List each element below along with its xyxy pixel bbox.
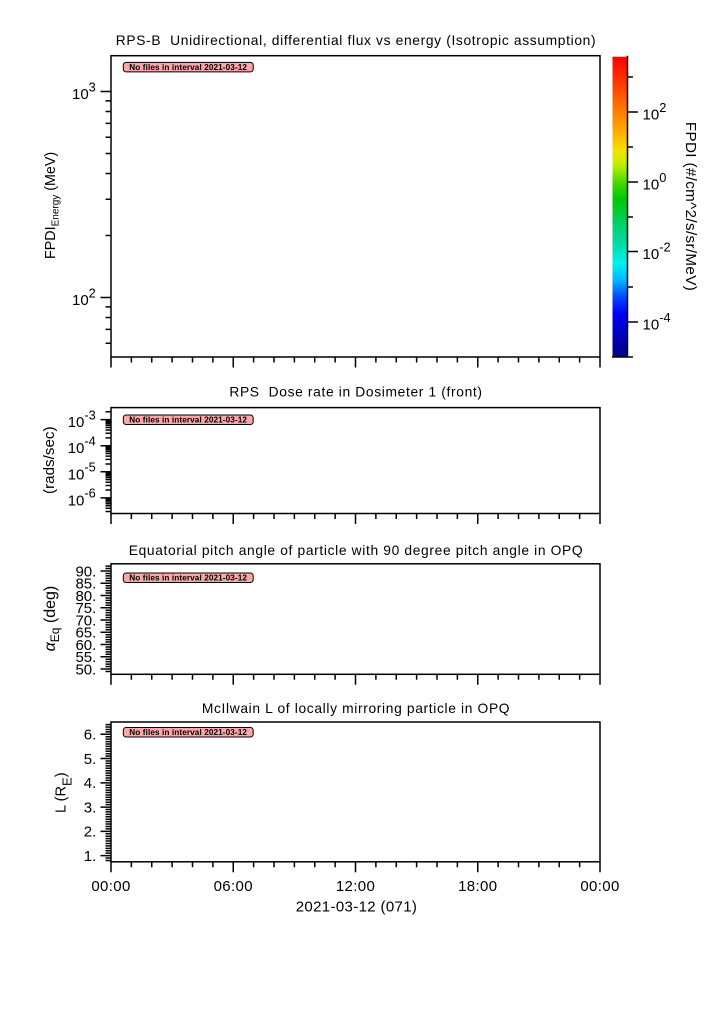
svg-text:18:00: 18:00: [458, 878, 497, 895]
svg-text:50.: 50.: [75, 661, 96, 678]
svg-text:FPDI (#/cm^2/s/sr/MeV): FPDI (#/cm^2/s/sr/MeV): [682, 122, 699, 291]
svg-text:2021-03-12 (071): 2021-03-12 (071): [296, 899, 418, 916]
svg-text:No files in interval 2021-03-1: No files in interval 2021-03-12: [129, 573, 247, 582]
svg-text:5.: 5.: [84, 751, 97, 768]
svg-text:55.: 55.: [75, 649, 96, 666]
svg-text:70.: 70.: [75, 612, 96, 629]
svg-text:No files in interval 2021-03-1: No files in interval 2021-03-12: [129, 415, 247, 424]
svg-text:06:00: 06:00: [214, 878, 253, 895]
svg-text:00:00: 00:00: [580, 878, 619, 895]
svg-text:No files in interval 2021-03-1: No files in interval 2021-03-12: [129, 728, 247, 737]
svg-text:1.: 1.: [84, 848, 97, 865]
svg-text:(rads/sec): (rads/sec): [41, 426, 58, 494]
svg-text:75.: 75.: [75, 600, 96, 617]
svg-text:85.: 85.: [75, 576, 96, 593]
svg-text:00:00: 00:00: [91, 878, 130, 895]
svg-text:3.: 3.: [84, 799, 97, 816]
svg-text:80.: 80.: [75, 588, 96, 605]
svg-text:Equatorial pitch angle of part: Equatorial pitch angle of particle with …: [129, 543, 584, 558]
svg-text:L (RE): L (RE): [54, 772, 75, 813]
svg-text:12:00: 12:00: [336, 878, 375, 895]
svg-text:No files in interval 2021-03-1: No files in interval 2021-03-12: [129, 63, 247, 72]
svg-text:60.: 60.: [75, 637, 96, 654]
svg-text:RPS-B Unidirectional, differe: RPS-B Unidirectional, differential flux …: [116, 33, 596, 48]
svg-text:4.: 4.: [84, 775, 97, 792]
svg-text:6.: 6.: [84, 727, 97, 744]
svg-text:90.: 90.: [75, 563, 96, 580]
svg-text:2.: 2.: [84, 824, 97, 841]
svg-text:65.: 65.: [75, 625, 96, 642]
svg-text:McIlwain L of locally mirrorin: McIlwain L of locally mirroring particle…: [202, 701, 510, 716]
svg-text:RPS Dose rate in Dosimeter 1: RPS Dose rate in Dosimeter 1 (front): [229, 384, 482, 399]
svg-text:αEq (deg): αEq (deg): [42, 586, 62, 652]
svg-text:FPDIEnergy (MeV): FPDIEnergy (MeV): [43, 152, 62, 259]
